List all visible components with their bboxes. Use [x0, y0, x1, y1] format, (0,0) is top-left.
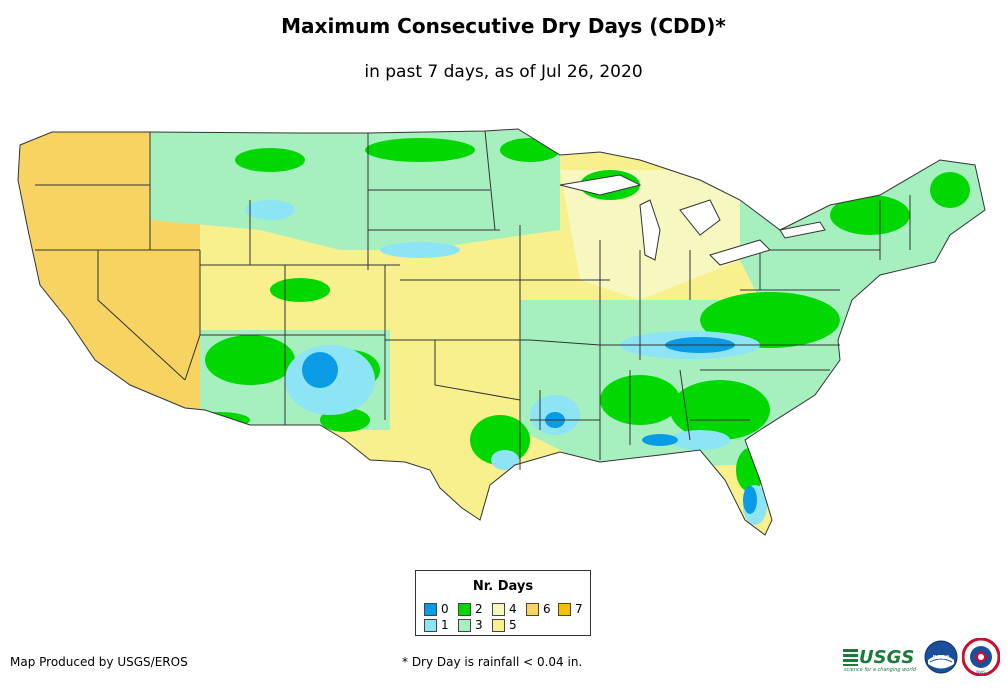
legend: Nr. Days 0 1 2 3 4 5 6 7: [415, 570, 591, 636]
legend-swatch: [458, 619, 471, 632]
legend-label: 4: [509, 602, 517, 616]
state-boundaries: [17, 128, 986, 536]
legend-label: 1: [441, 618, 449, 632]
nws-logo: NWS: [962, 638, 1000, 676]
us-cdd-map: [17, 128, 986, 536]
legend-label: 0: [441, 602, 449, 616]
legend-item-7: 7: [558, 603, 583, 616]
legend-item-0: 0: [424, 603, 449, 616]
legend-swatch: [526, 603, 539, 616]
footnote: * Dry Day is rainfall < 0.04 in.: [402, 655, 583, 669]
nws-wordmark: NWS: [976, 670, 986, 675]
usgs-wave-icon: [843, 649, 858, 666]
map-credit: Map Produced by USGS/EROS: [10, 655, 188, 669]
legend-swatch: [424, 603, 437, 616]
legend-swatch: [558, 603, 571, 616]
legend-label: 5: [509, 618, 517, 632]
legend-swatch: [492, 603, 505, 616]
great-lakes: [559, 174, 826, 266]
usgs-wordmark: USGS: [859, 647, 914, 668]
legend-item-6: 6: [526, 603, 551, 616]
noaa-logo: noaa: [924, 640, 958, 674]
legend-swatch: [458, 603, 471, 616]
legend-item-1: 1: [424, 619, 449, 632]
legend-label: 2: [475, 602, 483, 616]
map-subtitle: in past 7 days, as of Jul 26, 2020: [364, 62, 643, 82]
legend-swatch: [492, 619, 505, 632]
legend-title: Nr. Days: [472, 579, 534, 594]
legend-label: 7: [575, 602, 583, 616]
legend-item-2: 2: [458, 603, 483, 616]
noaa-wordmark: noaa: [932, 653, 949, 661]
usgs-logo: USGS science for a changing world: [843, 647, 917, 673]
legend-label: 6: [543, 602, 551, 616]
legend-label: 3: [475, 618, 483, 632]
legend-item-3: 3: [458, 619, 483, 632]
legend-swatch: [424, 619, 437, 632]
cdd-raster: [18, 129, 985, 535]
legend-item-5: 5: [492, 619, 517, 632]
legend-item-4: 4: [492, 603, 517, 616]
usgs-tagline: science for a changing world: [844, 667, 917, 673]
map-title: Maximum Consecutive Dry Days (CDD)*: [281, 14, 726, 38]
cdd-region-0-days: [302, 337, 757, 514]
